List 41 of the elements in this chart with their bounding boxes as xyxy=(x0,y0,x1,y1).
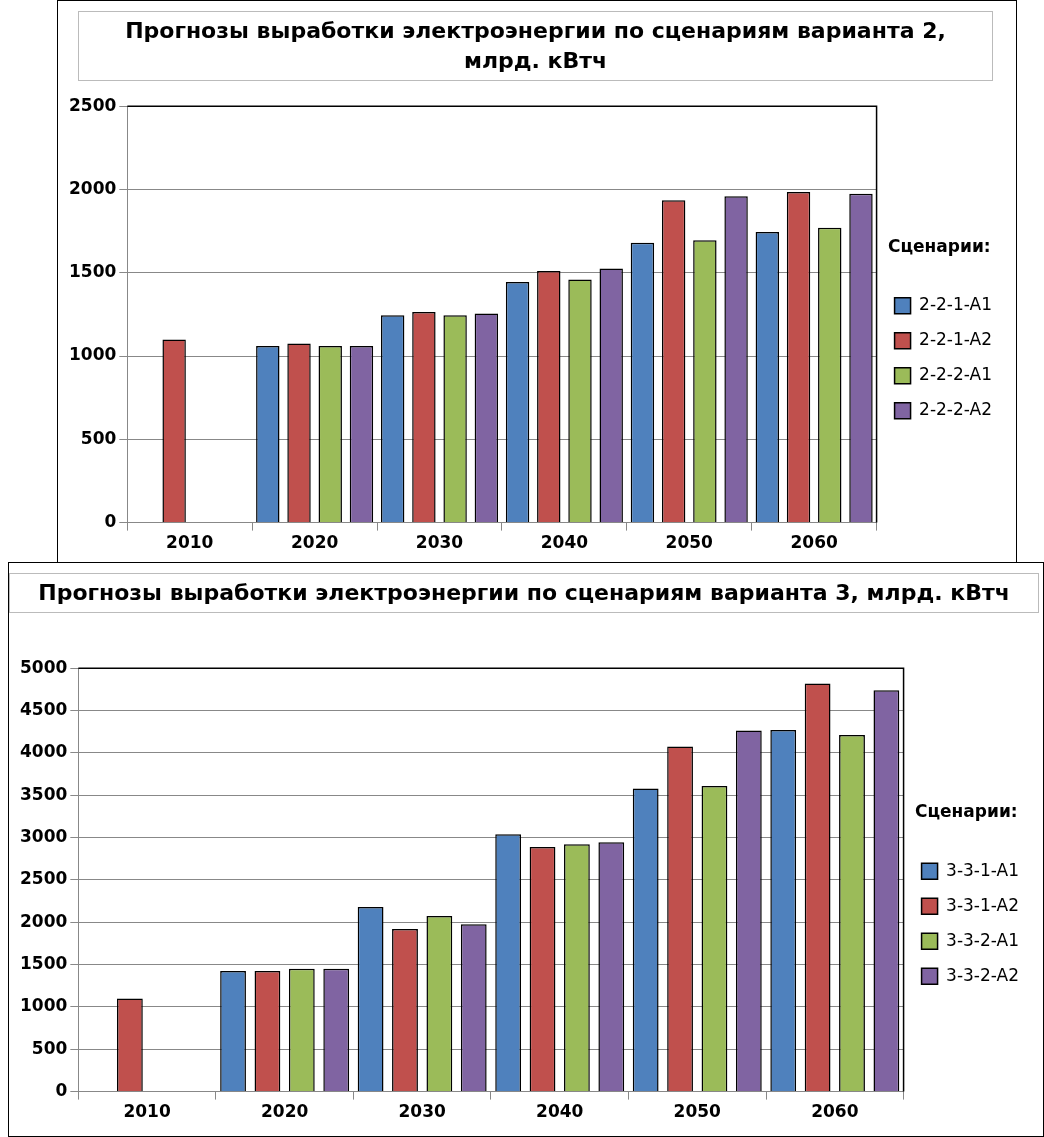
legend-label: 3-3-1-A1 xyxy=(946,859,1020,880)
x-tick-label: 2030 xyxy=(398,1101,446,1122)
y-tick-label: 500 xyxy=(31,1037,68,1058)
x-tick-label: 2040 xyxy=(536,1101,584,1122)
y-tick-label: 4500 xyxy=(19,698,68,719)
y-tick-label: 1500 xyxy=(19,953,68,973)
x-tick-label: 2030 xyxy=(415,532,464,553)
y-tick-label: 500 xyxy=(80,427,117,448)
y-tick-label: 0 xyxy=(104,511,117,532)
legend-label: 3-3-2-A2 xyxy=(946,964,1020,985)
y-tick-label: 5000 xyxy=(19,656,68,677)
y-tick-label: 2500 xyxy=(68,94,117,115)
x-tick-label: 2050 xyxy=(673,1101,722,1122)
legend-label: 2-2-1-A1 xyxy=(919,294,993,315)
x-tick-label: 2050 xyxy=(665,532,714,553)
legend-title: Сценарии: xyxy=(887,235,991,256)
x-tick-label: 2020 xyxy=(260,1101,309,1122)
chart-title: Прогнозы выработки электроэнергии по сценариям варианта 2, млрд. кВтч xyxy=(78,11,993,81)
y-tick-label: 4000 xyxy=(19,741,68,762)
y-tick-label: 0 xyxy=(55,1080,68,1101)
y-tick-label: 3500 xyxy=(19,783,68,804)
y-tick-label: 3000 xyxy=(19,825,68,846)
chart-title: Прогнозы выработки электроэнергии по сценариям варианта 3, млрд. кВтч xyxy=(9,573,1039,613)
y-tick-label: 2500 xyxy=(19,868,68,889)
legend-label: 3-3-2-A1 xyxy=(946,929,1020,950)
legend-label: 2-2-2-A2 xyxy=(919,399,993,420)
legend-label: 2-2-1-A2 xyxy=(919,329,993,350)
y-tick-label: 2000 xyxy=(68,177,117,198)
legend-title: Сценарии: xyxy=(914,801,1018,822)
x-tick-label: 2060 xyxy=(790,532,838,553)
y-tick-label: 1000 xyxy=(19,995,68,1016)
y-tick-label: 2000 xyxy=(19,910,68,931)
y-tick-label: 1000 xyxy=(68,344,117,365)
y-tick-label: 1500 xyxy=(68,261,117,282)
legend-label: 3-3-1-A2 xyxy=(946,894,1020,915)
x-tick-label: 2010 xyxy=(166,532,214,553)
x-tick-label: 2010 xyxy=(123,1101,171,1122)
legend-label: 2-2-2-A1 xyxy=(919,364,993,385)
x-tick-label: 2020 xyxy=(290,532,339,553)
x-tick-label: 2060 xyxy=(811,1101,859,1122)
x-tick-label: 2040 xyxy=(540,532,589,553)
